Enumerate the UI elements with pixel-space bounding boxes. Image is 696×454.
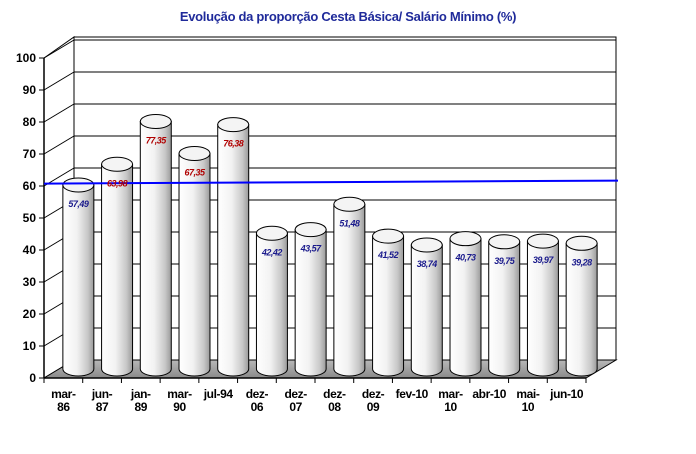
x-tick-label: mar-86	[51, 387, 76, 414]
y-tick-label: 100	[16, 51, 36, 65]
bar	[178, 145, 211, 377]
y-tick-label: 40	[23, 243, 37, 257]
bar-top	[526, 233, 559, 249]
x-tick-label: jun-87	[91, 387, 113, 414]
data-label: 77,35	[146, 135, 168, 145]
bar-top	[139, 113, 172, 129]
y-tick-label: 50	[23, 211, 37, 225]
bar-body	[255, 232, 288, 377]
bar-body	[178, 152, 211, 377]
data-label: 39,75	[494, 256, 516, 266]
bar-body	[526, 240, 559, 377]
y-tick-label: 0	[29, 371, 36, 385]
data-label: 40,73	[454, 253, 476, 263]
y-axis: 0 10 20 30 40 50 60 70 80 90 100	[16, 51, 45, 385]
bar-top	[449, 231, 482, 247]
gridline-depth	[43, 103, 75, 123]
data-label: 42,42	[261, 247, 283, 257]
data-label: 41,52	[377, 250, 399, 260]
reference-line	[43, 179, 619, 185]
x-tick-label: dez-09	[362, 387, 385, 414]
y-tick-label: 80	[23, 115, 37, 129]
y-tick-label: 60	[23, 179, 37, 193]
bar	[526, 233, 559, 377]
bar	[217, 117, 250, 377]
x-tick-label: jul-94	[203, 387, 234, 401]
bar-body	[565, 242, 598, 377]
x-tick-label: mar-90	[167, 387, 192, 414]
bar	[488, 234, 521, 377]
bar	[565, 235, 598, 377]
bar-body	[488, 241, 521, 377]
data-label: 39,28	[572, 257, 593, 267]
x-axis: mar-86 jun-87 jan-89 mar-90 jul-94 dez-06 dez-…	[43, 377, 587, 414]
y-tick-label: 10	[23, 339, 37, 353]
x-tick-label: jun-10	[549, 387, 584, 401]
x-tick-label: dez-08	[323, 387, 346, 414]
x-tick-label: mar-10	[438, 387, 463, 414]
data-label: 67,35	[184, 167, 206, 177]
bars	[62, 113, 598, 377]
bar-top	[178, 145, 211, 161]
bar-body	[449, 238, 482, 377]
x-tick-label: dez-07	[284, 387, 307, 414]
bar-top	[62, 177, 95, 193]
data-label: 51,48	[339, 218, 360, 228]
bar-body	[139, 120, 172, 377]
data-label: 38,74	[417, 259, 438, 269]
gridline-depth	[43, 71, 75, 91]
y-tick-label: 90	[23, 83, 37, 97]
bar-body	[217, 124, 250, 377]
data-label: 39,97	[533, 255, 555, 265]
x-tick-label: dez-06	[246, 387, 269, 414]
bar-top	[255, 225, 288, 241]
reference-line-stroke	[43, 179, 619, 185]
bar	[101, 156, 134, 377]
bar-top	[294, 222, 327, 238]
gridline-depth	[43, 39, 75, 59]
bar-body	[294, 229, 327, 377]
bar-top	[565, 235, 598, 251]
x-tick-label: fev-10	[396, 387, 429, 401]
gridline-depth	[43, 135, 75, 155]
data-label: 43,57	[300, 244, 323, 254]
data-label: 63,98	[107, 178, 128, 188]
bar-top	[333, 196, 366, 212]
bar-body	[410, 244, 443, 377]
bar-top	[372, 228, 405, 244]
bar	[333, 196, 366, 377]
bar	[62, 177, 95, 377]
x-tick-label: abr-10	[472, 387, 506, 401]
bar-top	[101, 156, 134, 172]
y-tick-label: 70	[23, 147, 37, 161]
chart-title: Evolução da proporção Cesta Básica/ Salá…	[180, 9, 516, 24]
data-label: 57,49	[68, 199, 89, 209]
x-tick-label: mai-10	[516, 387, 539, 414]
bar	[410, 237, 443, 377]
bar-body	[372, 235, 405, 377]
y-tick-label: 30	[23, 275, 37, 289]
bar	[372, 228, 405, 377]
bar-top	[217, 117, 250, 133]
bar	[139, 113, 172, 377]
bar-body	[62, 184, 95, 377]
x-tick-label: jan-89	[130, 387, 151, 414]
bar-top	[410, 237, 443, 253]
bar-top	[488, 234, 521, 250]
bar	[449, 231, 482, 377]
bar	[255, 225, 288, 377]
data-labels: 57,49 63,98 77,35 67,35 76,38 42,42 43,57 51,48…	[68, 135, 592, 269]
bar-body	[333, 203, 366, 377]
data-label: 76,38	[223, 139, 244, 149]
y-tick-label: 20	[23, 307, 37, 321]
bar-body	[101, 163, 134, 377]
bar	[294, 222, 327, 377]
